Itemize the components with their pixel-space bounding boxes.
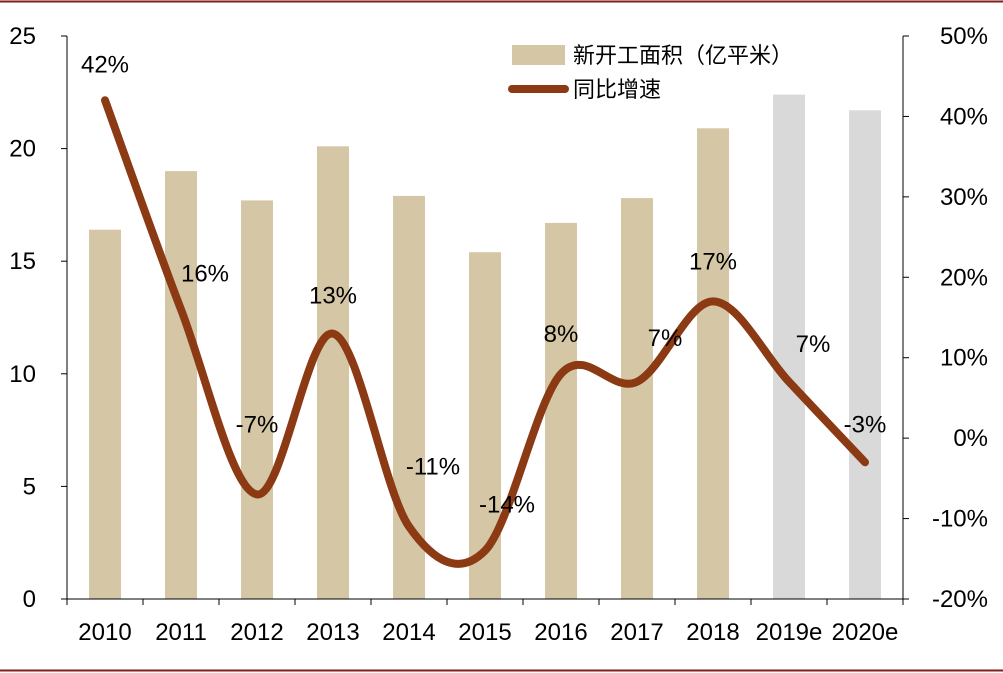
right-tick-label: 0% (953, 425, 988, 452)
line-data-label: 17% (689, 248, 737, 275)
bar-2018 (697, 128, 729, 600)
right-tick-label: -10% (932, 506, 988, 533)
line-data-label: 13% (309, 283, 357, 310)
x-tick-label: 2017 (610, 619, 663, 646)
right-tick-label: 10% (940, 345, 988, 372)
right-tick-label: 20% (940, 264, 988, 291)
x-tick-label: 2014 (382, 619, 435, 646)
x-axis-ticks: 2010 2011 2012 2013 2014 2015 2016 2017 2018 2019… (66, 599, 904, 646)
right-tick-label: 40% (940, 103, 988, 130)
axes (66, 36, 904, 600)
right-tick-label: 30% (940, 184, 988, 211)
x-tick-label: 2016 (534, 619, 587, 646)
right-tick-label: 50% (940, 23, 988, 50)
left-tick-label: 0 (23, 586, 36, 613)
bar-2019e (773, 94, 805, 599)
right-tick-label: -20% (932, 586, 988, 613)
growth-rate-labels: 42% 16% -7% 13% -11% -14% 8% 7% 17% 7% -3% (81, 51, 886, 518)
bar-2012 (241, 200, 273, 599)
bar-2016 (545, 222, 577, 599)
line-data-label: 7% (796, 331, 831, 358)
left-y-axis-ticks: 0 5 10 15 20 25 (9, 23, 67, 613)
left-tick-label: 10 (9, 361, 36, 388)
x-tick-label: 2010 (78, 619, 131, 646)
bar-2013 (317, 146, 349, 600)
line-data-label: -14% (479, 492, 535, 519)
legend-line-label: 同比增速 (573, 78, 661, 103)
x-tick-label: 2018 (686, 619, 739, 646)
bar-2011 (165, 171, 197, 599)
x-tick-label: 2013 (306, 619, 359, 646)
right-y-axis-ticks: -20% -10% 0% 10% 20% 30% 40% 50% (903, 23, 988, 613)
line-data-label: -11% (406, 454, 460, 481)
bar-2017 (621, 198, 653, 599)
line-data-label: 8% (544, 321, 579, 348)
legend-bar-swatch (512, 45, 565, 65)
line-data-label: 16% (181, 261, 229, 288)
legend: 新开工面积（亿平米） 同比增速 (508, 44, 793, 103)
left-tick-label: 25 (9, 23, 36, 50)
line-data-label: -7% (236, 411, 279, 438)
x-tick-label: 2011 (155, 619, 207, 646)
x-tick-label: 2019e (756, 619, 823, 646)
bar-2010 (89, 229, 121, 599)
bar-2020e (849, 110, 881, 600)
left-tick-label: 15 (9, 248, 36, 275)
left-tick-label: 20 (9, 136, 36, 163)
x-tick-label: 2015 (458, 619, 511, 646)
line-data-label: 7% (648, 325, 683, 352)
x-tick-label: 2012 (230, 619, 283, 646)
x-tick-label: 2020e (832, 619, 899, 646)
line-data-label: -3% (844, 411, 887, 438)
line-data-label: 42% (81, 51, 129, 78)
bar-series (89, 94, 881, 600)
growth-rate-line (101, 96, 869, 568)
legend-bar-label: 新开工面积（亿平米） (573, 44, 793, 69)
left-tick-label: 5 (23, 473, 36, 500)
